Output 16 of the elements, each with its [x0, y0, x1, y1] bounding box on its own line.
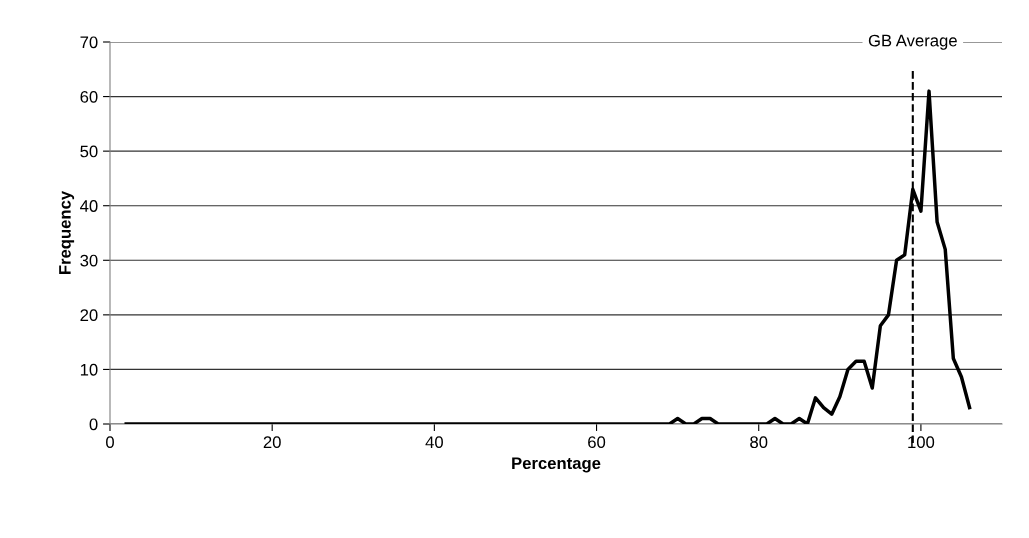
- y-axis-title: Frequency: [59, 190, 75, 275]
- ref-line-label: GB Average: [868, 34, 957, 50]
- x-axis-title: Percentage: [512, 457, 601, 473]
- y-tick-label: 50: [80, 145, 98, 158]
- y-tick-label: 10: [80, 363, 98, 376]
- x-tick-label: 80: [750, 436, 768, 449]
- x-tick-label: 40: [425, 436, 443, 449]
- x-tick-label: 0: [106, 436, 114, 449]
- y-tick-label: 0: [89, 418, 98, 431]
- y-tick-label: 40: [80, 200, 98, 212]
- y-tick-label: 60: [80, 90, 98, 103]
- y-tick-label: 70: [80, 36, 98, 49]
- y-tick-label: 30: [80, 254, 98, 267]
- x-tick-label: 60: [588, 436, 606, 449]
- x-tick-label: 20: [263, 436, 281, 449]
- y-tick-label: 20: [80, 309, 98, 322]
